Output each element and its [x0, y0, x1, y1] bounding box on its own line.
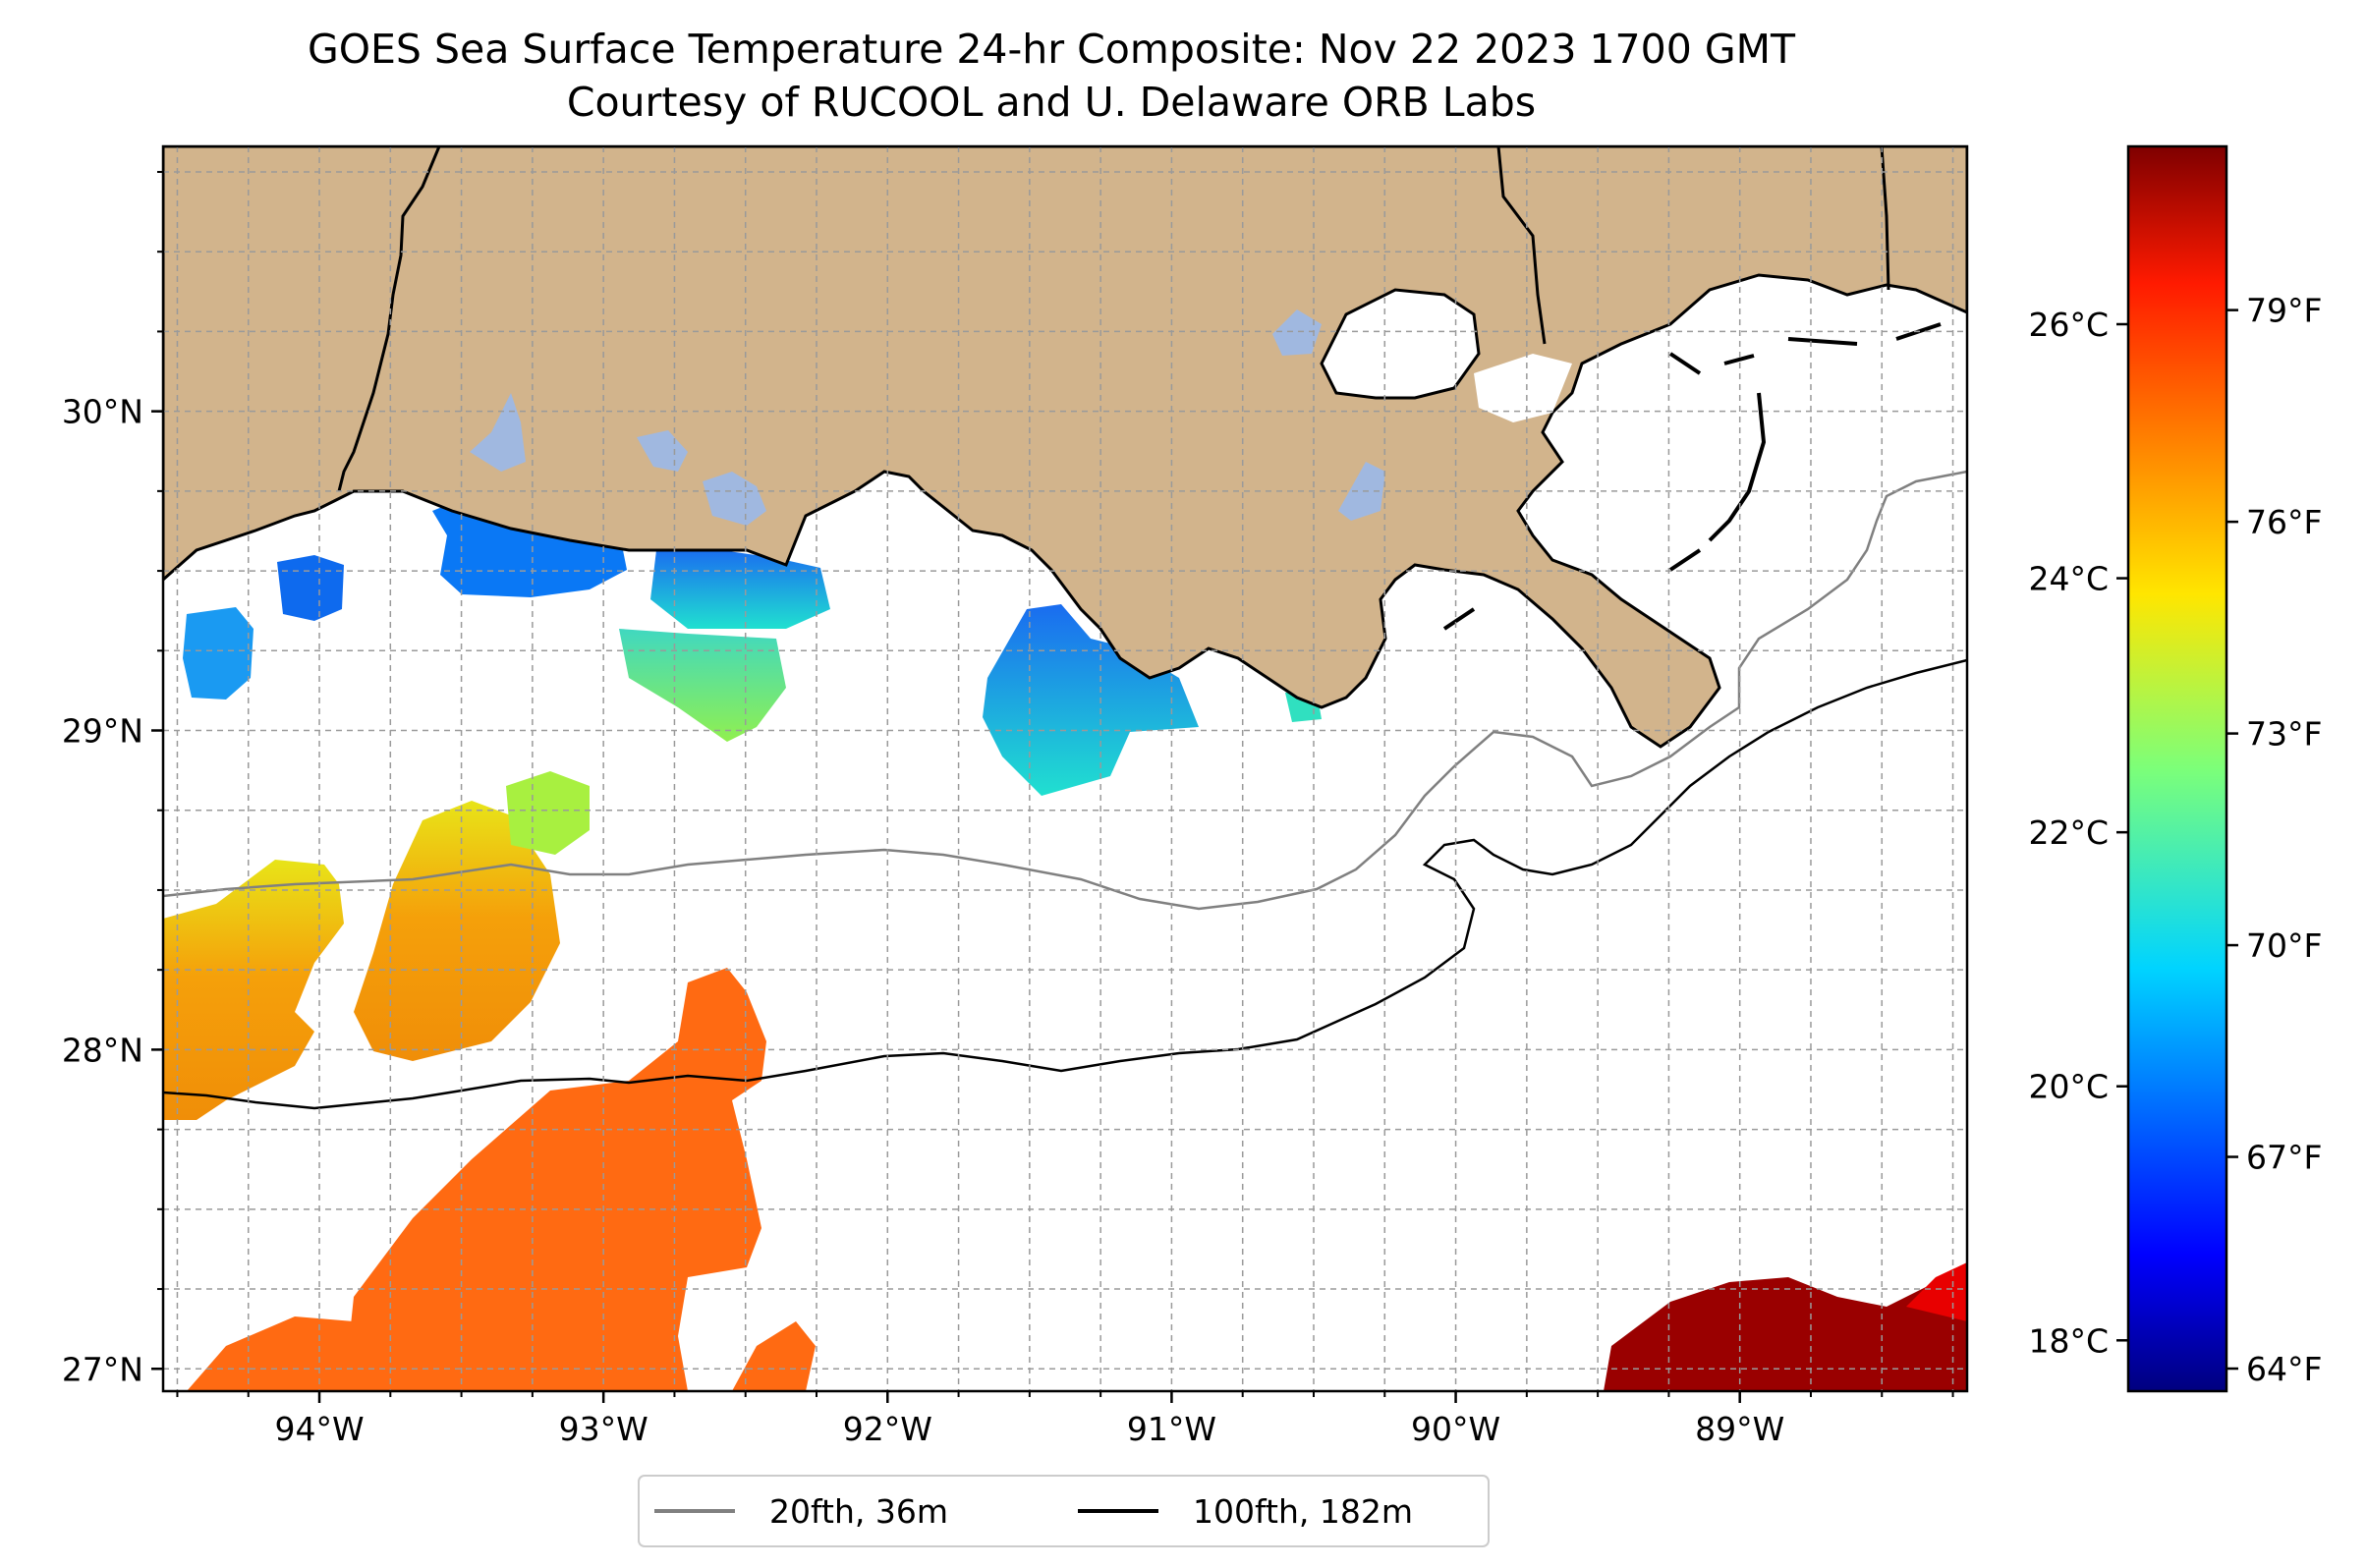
isobath-legend: 20fth, 36m 100fth, 182m — [638, 1475, 1490, 1547]
sst-patch-atchafalaya-nearshore — [983, 604, 1199, 796]
colorbar-fahrenheit-label: 64°F — [2246, 1350, 2322, 1388]
lat-tick-label: 27°N — [62, 1350, 143, 1388]
sst-patch-south-bite — [732, 1321, 816, 1391]
sst-patch-vermilion-nearshore — [650, 548, 830, 629]
lon-tick-label: 93°W — [559, 1410, 648, 1448]
lake-pontchartrain — [1320, 288, 1481, 400]
legend-box — [638, 1475, 1490, 1547]
sst-patch-south-shelf — [344, 968, 766, 1391]
colorbar-fahrenheit-label: 67°F — [2246, 1139, 2322, 1177]
sst-patch-calcasieu-nearshore — [277, 555, 344, 621]
colorbar-celsius-label: 18°C — [2028, 1321, 2109, 1360]
colorbar-fahrenheit-label: 73°F — [2246, 715, 2322, 754]
lon-tick-label: 94°W — [274, 1410, 364, 1448]
longitude-axis: 94°W 93°W 92°W 91°W 90°W 89°W — [176, 1391, 1954, 1448]
map-panel — [163, 146, 1967, 1391]
sst-patch-southwest-shelf — [187, 1316, 354, 1391]
lake-grand — [703, 472, 766, 526]
colorbar-fahrenheit-ticks: 64°F 67°F 70°F 73°F 76°F 79°F — [2226, 292, 2322, 1388]
colorbar-fahrenheit-label: 70°F — [2246, 926, 2322, 965]
lat-tick-label: 30°N — [62, 393, 143, 431]
lake-borgne — [1474, 354, 1572, 422]
sst-patch-sabine-nearshore — [183, 607, 254, 700]
colorbar-celsius-label: 26°C — [2028, 306, 2109, 344]
isobath-20fth — [163, 470, 1967, 911]
colorbar-celsius-label: 24°C — [2028, 560, 2109, 598]
lon-tick-label: 90°W — [1411, 1410, 1500, 1448]
colorbar-celsius-ticks: 18°C 20°C 22°C 24°C 26°C — [2028, 306, 2128, 1360]
legend-label-20fth: 20fth, 36m — [769, 1492, 948, 1531]
lon-tick-label: 89°W — [1695, 1410, 1784, 1448]
map-frame — [161, 144, 1969, 1393]
sst-patch-green-yellow — [506, 771, 590, 855]
lake-verret — [1338, 462, 1385, 521]
colorbar-celsius-label: 20°C — [2028, 1068, 2109, 1106]
lat-tick-label: 28°N — [62, 1031, 143, 1069]
legend-label-100fth: 100fth, 182m — [1193, 1492, 1413, 1531]
map-title: GOES Sea Surface Temperature 24-hr Compo… — [308, 26, 1796, 73]
colorbar-gradient — [2126, 144, 2228, 1393]
sst-patch-southeast-red — [1906, 1262, 1967, 1321]
state-boundary-ms-al — [1880, 146, 1890, 291]
lon-tick-label: 92°W — [843, 1410, 932, 1448]
isobath-100fth — [163, 658, 1967, 1110]
colorbar-celsius-label: 22°C — [2028, 813, 2109, 852]
sst-patch-southeast-offshore — [1604, 1267, 1967, 1391]
latitude-axis: 30°N 29°N 28°N 27°N — [62, 170, 163, 1388]
colorbar-fahrenheit-label: 79°F — [2246, 292, 2322, 330]
lake-maurepas — [1272, 309, 1322, 356]
lon-tick-label: 91°W — [1127, 1410, 1216, 1448]
colorbar-fahrenheit-label: 76°F — [2246, 503, 2322, 541]
lake-sabine — [470, 393, 526, 472]
lakes — [470, 288, 1572, 526]
colorbar: 18°C 20°C 22°C 24°C 26°C 64°F 67°F 70°F 73°F 76°… — [2028, 144, 2322, 1393]
graticule — [163, 146, 1967, 1391]
state-boundary-la-tx — [337, 146, 441, 492]
lat-tick-label: 29°N — [62, 712, 143, 751]
sst-patch-west-shelf-warm — [163, 860, 344, 1120]
state-boundary-la-ms — [1496, 146, 1547, 345]
sst-patch-vermilion-south — [619, 629, 786, 742]
map-subtitle: Courtesy of RUCOOL and U. Delaware ORB L… — [567, 79, 1536, 126]
